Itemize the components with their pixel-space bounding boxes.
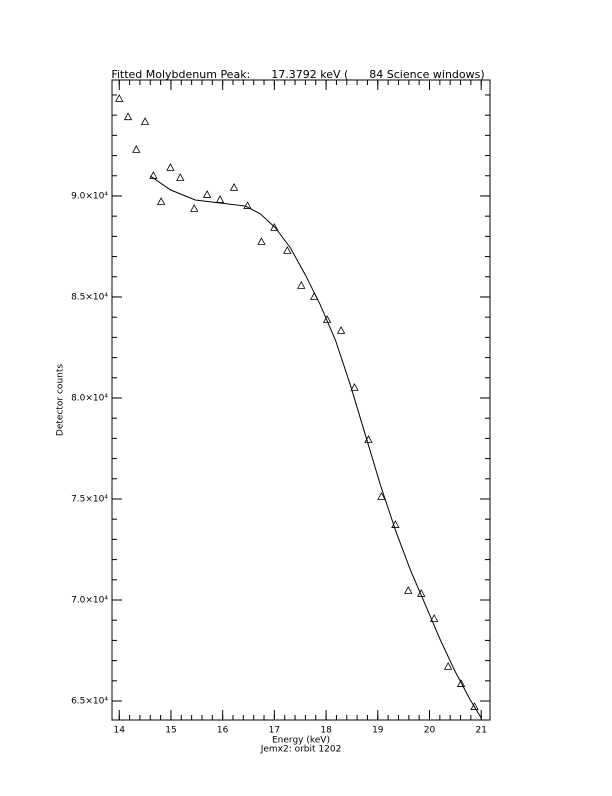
data-point xyxy=(257,237,266,245)
plot-frame xyxy=(111,79,491,721)
x-tick-label: 20 xyxy=(424,726,436,736)
data-point xyxy=(270,223,279,231)
data-point xyxy=(190,204,199,212)
y-tick-label: 7.5×10⁴ xyxy=(71,494,108,504)
data-point xyxy=(429,614,439,622)
subtitle: Jemx2: orbit 1202 xyxy=(260,745,342,755)
x-tick-label: 15 xyxy=(165,726,176,736)
data-point xyxy=(132,145,141,153)
data-point xyxy=(404,586,413,594)
data-point xyxy=(322,315,332,323)
data-point xyxy=(140,117,150,125)
data-point xyxy=(202,190,212,198)
y-tick-label: 8.0×10⁴ xyxy=(71,393,108,403)
chart-title: Fitted Molybdenum Peak: 17.3792 keV ( 84… xyxy=(111,68,484,81)
x-tick-label: 21 xyxy=(475,726,486,736)
data-point xyxy=(297,281,306,289)
data-point xyxy=(456,679,466,687)
data-point xyxy=(156,197,166,205)
data-point xyxy=(229,183,239,191)
y-tick-label: 7.0×10⁴ xyxy=(71,596,108,606)
data-point xyxy=(115,94,124,102)
data-point xyxy=(443,662,453,670)
x-tick-label: 18 xyxy=(320,726,332,736)
y-tick-label: 9.0×10⁴ xyxy=(71,191,108,201)
x-tick-label: 14 xyxy=(114,726,126,736)
data-point xyxy=(176,173,185,181)
x-tick-label: 16 xyxy=(217,726,229,736)
data-point xyxy=(149,171,158,179)
data-point xyxy=(243,201,252,209)
y-tick-label: 6.5×10⁴ xyxy=(71,697,108,707)
x-tick-label: 19 xyxy=(372,726,384,736)
fit-curve xyxy=(149,175,482,719)
data-point xyxy=(350,383,359,391)
data-point xyxy=(470,702,479,710)
data-point xyxy=(123,112,133,121)
data-point xyxy=(215,195,225,203)
data-point xyxy=(377,492,386,500)
y-tick-label: 8.5×10⁴ xyxy=(71,292,108,302)
y-axis-label: Detector counts xyxy=(56,364,66,436)
x-axis-label: Energy (keV) xyxy=(272,736,330,746)
x-tick-label: 17 xyxy=(269,726,280,736)
data-point xyxy=(336,326,346,334)
data-point xyxy=(283,246,292,254)
data-point xyxy=(166,163,175,171)
